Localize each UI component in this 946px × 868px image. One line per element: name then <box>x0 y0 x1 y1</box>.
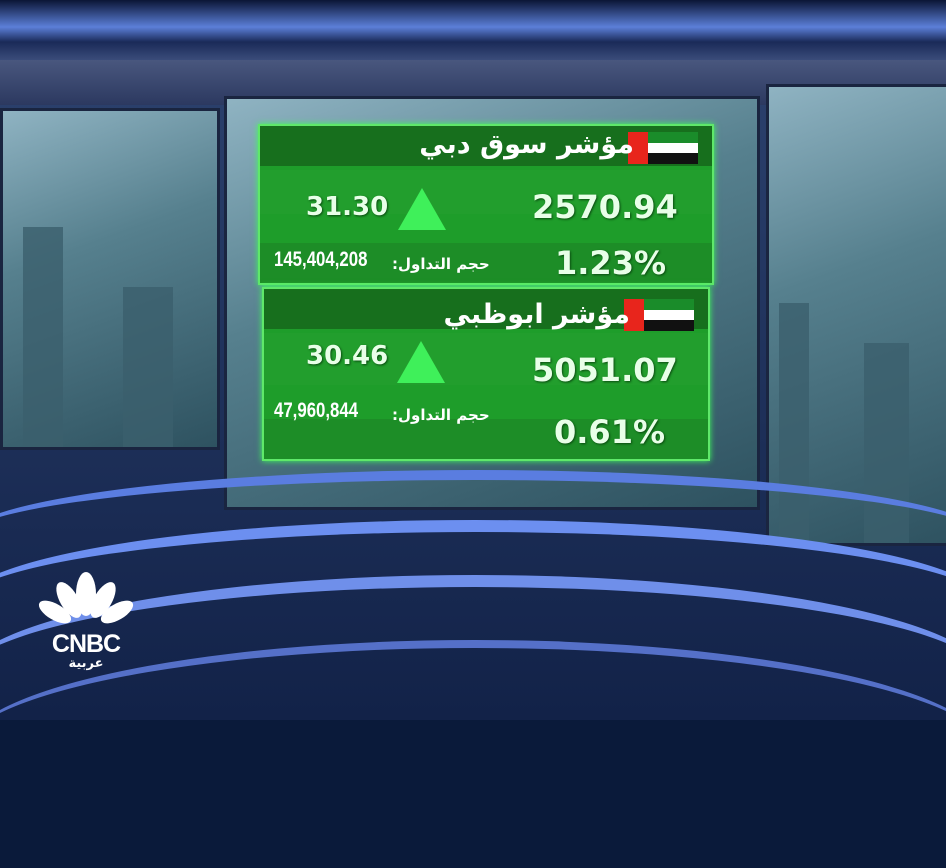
index-percent: 1.23% <box>555 244 667 282</box>
uae-flag-icon <box>624 299 694 331</box>
studio-light-band <box>0 0 946 60</box>
index-value: 2570.94 <box>532 188 678 226</box>
logo-subtitle: عربية <box>68 656 104 671</box>
up-arrow-icon <box>397 341 445 383</box>
peacock-icon <box>38 572 134 624</box>
logo-brand: CNBC <box>51 630 121 658</box>
volume-label: حجم التداول: <box>392 406 490 424</box>
left-video-panel <box>0 108 220 450</box>
right-video-panel <box>766 84 946 546</box>
index-card-dubai: مؤشر سوق دبي 2570.94 31.30 1.23% حجم الت… <box>258 124 714 285</box>
index-name: مؤشر ابوظبي <box>443 299 630 330</box>
studio-stripe <box>0 470 946 610</box>
studio-stripe <box>0 640 946 868</box>
volume-value: 145,404,208 <box>274 248 368 271</box>
index-name: مؤشر سوق دبي <box>419 129 634 160</box>
index-value: 5051.07 <box>532 351 678 389</box>
up-arrow-icon <box>398 188 446 230</box>
volume-value: 47,960,844 <box>274 399 359 422</box>
index-change: 31.30 <box>306 192 389 222</box>
volume-label: حجم التداول: <box>392 255 490 273</box>
index-percent: 0.61% <box>554 413 666 451</box>
uae-flag-icon <box>628 132 698 164</box>
cnbc-arabia-logo: CNBC عربية <box>25 572 147 672</box>
index-change: 30.46 <box>306 341 389 371</box>
index-card-abu-dhabi: مؤشر ابوظبي 5051.07 30.46 0.61% حجم التد… <box>262 287 710 461</box>
